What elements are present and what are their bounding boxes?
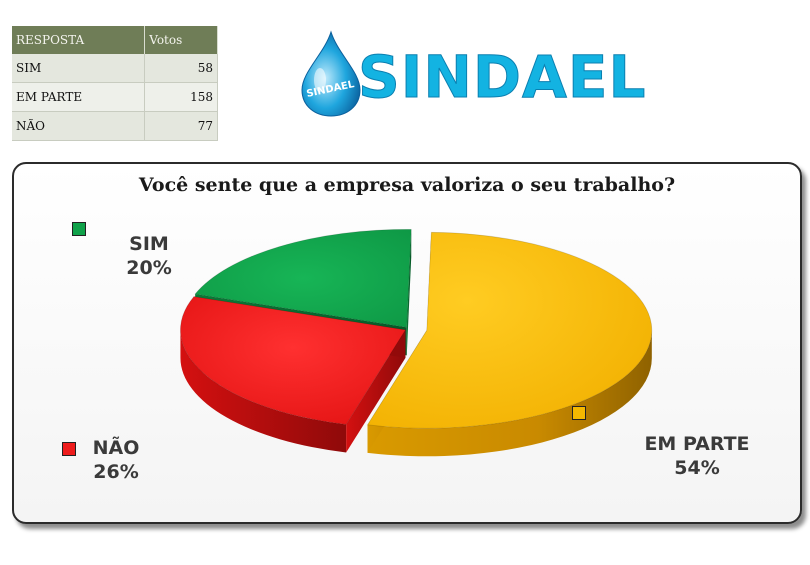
table-row: NÃO 77 <box>12 111 218 141</box>
legend-marker-sim <box>72 222 86 236</box>
slice-label-sim: SIM 20% <box>114 232 184 280</box>
chart-panel: Você sente que a empresa valoriza o seu … <box>12 162 802 524</box>
table-header-resposta: RESPOSTA <box>12 26 146 54</box>
logo-wordmark: SINDAEL <box>358 43 647 112</box>
table-cell-label: EM PARTE <box>12 82 146 112</box>
table-header-row: RESPOSTA Votos <box>12 26 218 54</box>
pie-slice-n-o <box>180 296 407 425</box>
table-row: SIM 58 <box>12 54 218 83</box>
table-cell-value: 158 <box>144 82 218 112</box>
legend-marker-em-parte <box>572 406 586 420</box>
legend-marker-nao <box>62 442 76 456</box>
table-cell-label: NÃO <box>12 111 146 141</box>
table-cell-value: 58 <box>144 54 218 83</box>
pie-chart <box>180 228 653 457</box>
pie-slice-edge-sim <box>406 229 412 356</box>
slice-name-nao: NÃO <box>92 437 140 459</box>
pie-slice-side-em-parte <box>367 330 652 457</box>
slice-percent-sim: 20% <box>126 257 172 279</box>
slice-percent-nao: 26% <box>93 461 139 483</box>
votes-table: RESPOSTA Votos SIM 58 EM PARTE 158 NÃO 7… <box>12 26 218 141</box>
slice-name-em-parte: EM PARTE <box>644 433 750 455</box>
water-drop-icon: SINDAEL <box>301 30 361 117</box>
table-cell-label: SIM <box>12 54 146 83</box>
table-row: EM PARTE 158 <box>12 82 218 112</box>
table-header-votos: Votos <box>144 26 218 54</box>
pie-slice-edge-n-o <box>346 329 406 453</box>
slice-percent-em-parte: 54% <box>674 457 720 479</box>
slice-label-nao: NÃO 26% <box>76 436 156 484</box>
table-cell-value: 77 <box>144 111 218 141</box>
chart-title: Você sente que a empresa valoriza o seu … <box>138 174 676 196</box>
slice-name-sim: SIM <box>129 233 169 255</box>
slice-label-em-parte: EM PARTE 54% <box>632 432 762 480</box>
pie-slice-side-n-o <box>180 329 347 453</box>
pie-slice-em-parte <box>366 231 653 429</box>
pie-slice-sim <box>194 228 412 328</box>
sindael-logo: SINDAEL SINDAEL <box>296 28 646 118</box>
